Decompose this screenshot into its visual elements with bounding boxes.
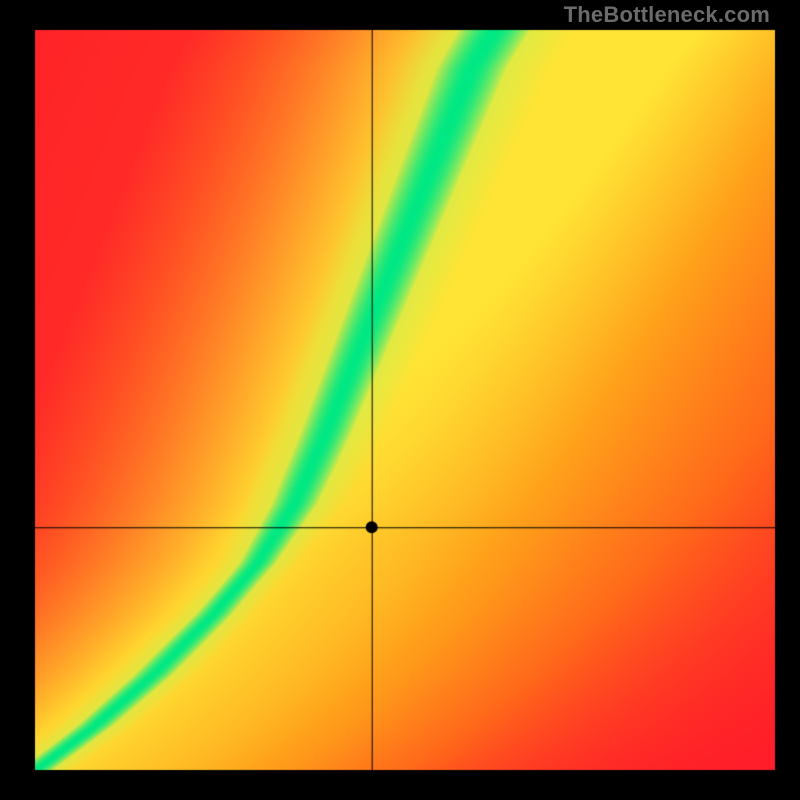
attribution-text: TheBottleneck.com: [564, 2, 770, 28]
bottleneck-heatmap: [0, 0, 800, 800]
